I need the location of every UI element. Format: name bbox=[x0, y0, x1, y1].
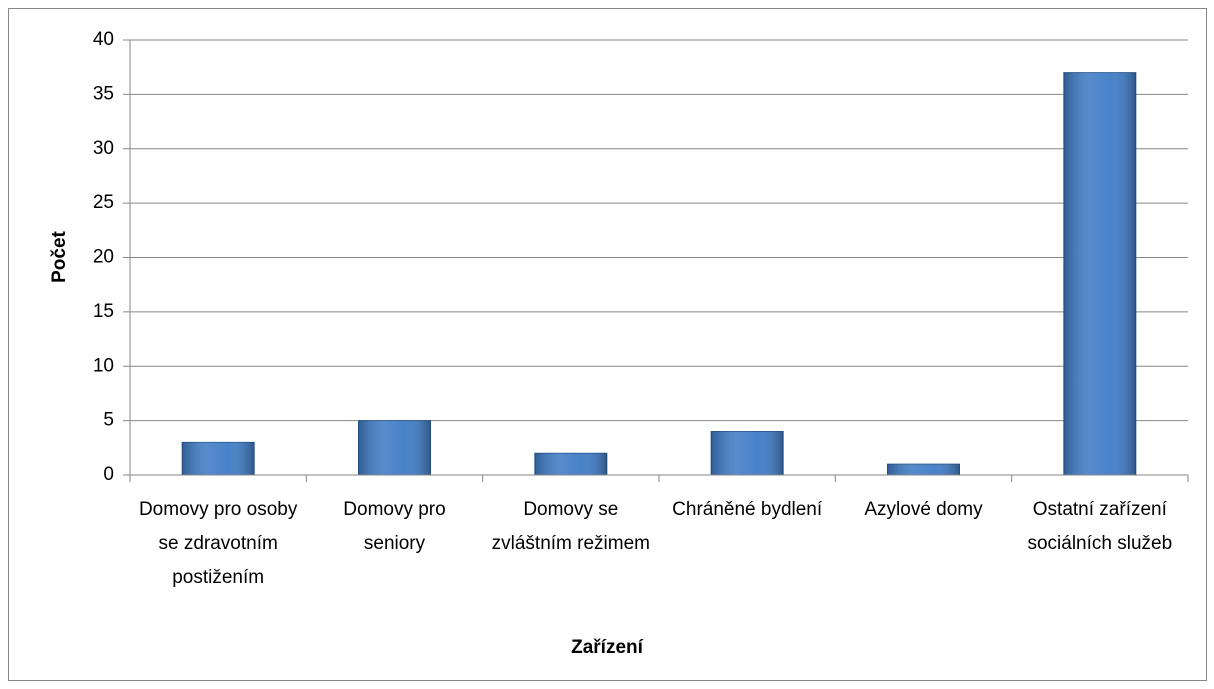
y-tick-label: 10 bbox=[93, 355, 114, 376]
y-tick-label: 20 bbox=[93, 247, 114, 268]
bar bbox=[181, 441, 255, 476]
x-tick-label: Azylové domy bbox=[864, 499, 983, 520]
bar bbox=[1063, 72, 1137, 476]
x-axis-title: Zařízení bbox=[571, 637, 644, 658]
bar bbox=[358, 420, 431, 476]
x-tick-label: Chráněné bydlení bbox=[672, 499, 823, 520]
bar bbox=[710, 431, 784, 476]
x-tick-label: Domovy pro seniory bbox=[343, 499, 445, 554]
x-tick-label: Domovy se zvláštním režimem bbox=[492, 499, 650, 554]
y-tick-label: 15 bbox=[93, 301, 114, 322]
x-tick-label: Domovy pro osoby se zdravotním postižením bbox=[139, 499, 298, 588]
bar bbox=[887, 463, 960, 476]
chart-border bbox=[8, 8, 1207, 681]
y-tick-label: 0 bbox=[103, 464, 114, 485]
y-tick-label: 35 bbox=[93, 83, 114, 104]
x-tick-label: Ostatní zařízení sociálních služeb bbox=[1027, 499, 1172, 554]
y-tick-label: 25 bbox=[93, 192, 114, 213]
y-tick-label: 40 bbox=[93, 29, 114, 50]
y-tick-label: 30 bbox=[93, 138, 114, 159]
bar bbox=[534, 452, 608, 476]
y-tick-label: 5 bbox=[103, 410, 114, 431]
y-axis-title: Počet bbox=[49, 230, 70, 282]
